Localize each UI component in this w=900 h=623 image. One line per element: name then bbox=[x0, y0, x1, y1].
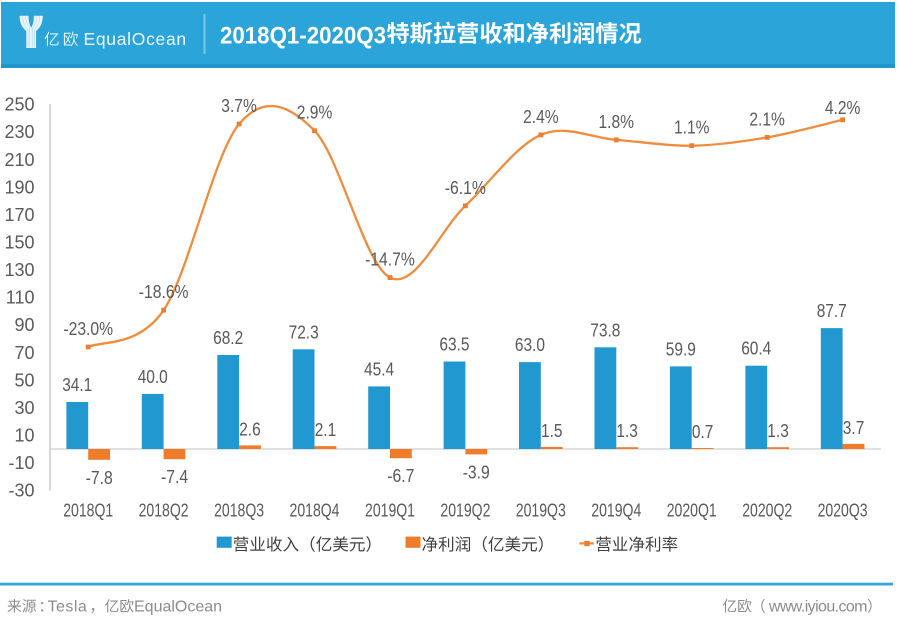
svg-text:210: 210 bbox=[4, 150, 34, 170]
svg-text:45.4: 45.4 bbox=[364, 359, 394, 379]
svg-text:2.4%: 2.4% bbox=[523, 107, 559, 127]
svg-text:2.9%: 2.9% bbox=[297, 103, 333, 123]
svg-text:2018Q1-2020Q3: 2018Q1-2020Q3 bbox=[220, 22, 386, 49]
svg-text:Tesla: Tesla bbox=[48, 598, 88, 615]
svg-text:150: 150 bbox=[4, 233, 34, 253]
svg-text:2018Q2: 2018Q2 bbox=[139, 501, 189, 521]
svg-text:2019Q1: 2019Q1 bbox=[365, 501, 415, 521]
svg-text:72.3: 72.3 bbox=[289, 322, 319, 342]
svg-text:-7.8: -7.8 bbox=[86, 468, 113, 488]
svg-text:50: 50 bbox=[14, 370, 34, 390]
svg-text:230: 230 bbox=[4, 122, 34, 142]
svg-text:1.3: 1.3 bbox=[616, 421, 638, 441]
svg-text:73.8: 73.8 bbox=[590, 320, 620, 340]
svg-text:-6.7: -6.7 bbox=[387, 466, 414, 486]
svg-text:130: 130 bbox=[4, 260, 34, 280]
svg-text:60.4: 60.4 bbox=[741, 339, 771, 359]
svg-text:EqualOcean: EqualOcean bbox=[134, 598, 222, 615]
svg-text:-14.7%: -14.7% bbox=[365, 250, 415, 270]
svg-text:250: 250 bbox=[4, 95, 34, 115]
svg-text:EqualOcean: EqualOcean bbox=[84, 29, 187, 49]
svg-text:-6.1%: -6.1% bbox=[445, 178, 486, 198]
svg-text:63.0: 63.0 bbox=[515, 335, 545, 355]
svg-text:1.8%: 1.8% bbox=[599, 112, 635, 132]
svg-text:2.6: 2.6 bbox=[239, 419, 261, 439]
svg-text:59.9: 59.9 bbox=[666, 339, 696, 359]
svg-text:4.2%: 4.2% bbox=[825, 98, 861, 118]
svg-text:-18.6%: -18.6% bbox=[139, 282, 189, 302]
svg-text:-3.9: -3.9 bbox=[463, 462, 490, 482]
svg-text:3.7: 3.7 bbox=[843, 418, 865, 438]
svg-text:2.1%: 2.1% bbox=[749, 109, 785, 129]
svg-text:190: 190 bbox=[4, 177, 34, 197]
svg-text:2020Q1: 2020Q1 bbox=[667, 501, 717, 521]
svg-text:-23.0%: -23.0% bbox=[63, 319, 113, 339]
svg-text:-10: -10 bbox=[8, 453, 34, 473]
svg-text:2019Q3: 2019Q3 bbox=[516, 501, 566, 521]
svg-text:2018Q1: 2018Q1 bbox=[63, 501, 113, 521]
svg-text:2019Q2: 2019Q2 bbox=[440, 501, 490, 521]
svg-text:63.5: 63.5 bbox=[439, 335, 469, 355]
svg-text:170: 170 bbox=[4, 205, 34, 225]
svg-text:1.5: 1.5 bbox=[541, 421, 563, 441]
svg-text:10: 10 bbox=[14, 426, 34, 446]
svg-text:3.7%: 3.7% bbox=[221, 96, 256, 116]
svg-text:110: 110 bbox=[6, 288, 35, 308]
svg-text:www.iyiou.com: www.iyiou.com bbox=[768, 598, 867, 615]
svg-text:-7.4: -7.4 bbox=[161, 467, 188, 487]
svg-text:2020Q2: 2020Q2 bbox=[742, 501, 792, 521]
svg-text:2.1: 2.1 bbox=[315, 420, 337, 440]
svg-text:1.1%: 1.1% bbox=[674, 118, 710, 138]
svg-text:30: 30 bbox=[14, 398, 34, 418]
svg-text:-30: -30 bbox=[8, 481, 34, 501]
svg-text:1.3: 1.3 bbox=[767, 421, 789, 441]
svg-text:40.0: 40.0 bbox=[138, 367, 168, 387]
svg-text:0.7: 0.7 bbox=[692, 422, 714, 442]
svg-text:2019Q4: 2019Q4 bbox=[591, 501, 641, 521]
svg-text:70: 70 bbox=[14, 343, 34, 363]
svg-text:68.2: 68.2 bbox=[213, 328, 243, 348]
svg-text:90: 90 bbox=[14, 315, 34, 335]
svg-text:87.7: 87.7 bbox=[817, 301, 847, 321]
svg-text:34.1: 34.1 bbox=[62, 375, 92, 395]
svg-text:2020Q3: 2020Q3 bbox=[818, 501, 868, 521]
svg-text:2018Q3: 2018Q3 bbox=[214, 501, 264, 521]
svg-text:2018Q4: 2018Q4 bbox=[290, 501, 340, 521]
